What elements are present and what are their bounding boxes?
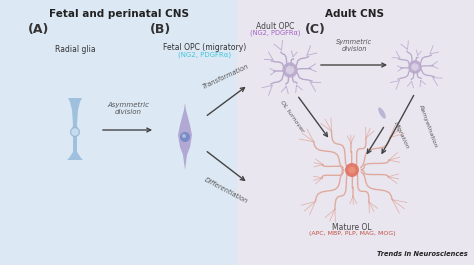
- Circle shape: [71, 128, 79, 136]
- PathPatch shape: [67, 98, 83, 160]
- Text: Mature OL: Mature OL: [332, 223, 372, 232]
- Text: Fetal OPC (migratory): Fetal OPC (migratory): [164, 43, 246, 52]
- Text: Adult OPC: Adult OPC: [256, 22, 294, 31]
- Text: Fetal and perinatal CNS: Fetal and perinatal CNS: [49, 9, 189, 19]
- Text: Trends in Neurosciences: Trends in Neurosciences: [377, 251, 468, 257]
- Text: (C): (C): [305, 23, 326, 36]
- Text: Migration: Migration: [393, 121, 410, 149]
- Text: OL turnover: OL turnover: [279, 100, 305, 134]
- Bar: [0, 0, 237, 265]
- Text: Differentiation: Differentiation: [203, 177, 249, 205]
- Ellipse shape: [70, 127, 80, 137]
- Circle shape: [283, 62, 298, 78]
- PathPatch shape: [178, 103, 192, 170]
- Text: Adult CNS: Adult CNS: [326, 9, 384, 19]
- Circle shape: [345, 163, 359, 177]
- Circle shape: [286, 66, 294, 74]
- Circle shape: [180, 132, 190, 142]
- Circle shape: [408, 60, 422, 74]
- Text: Radial glia: Radial glia: [55, 45, 95, 54]
- Text: Transformation: Transformation: [202, 63, 250, 90]
- Text: (NG2, PDGFRα): (NG2, PDGFRα): [178, 52, 232, 59]
- Text: (NG2, PDGFRα): (NG2, PDGFRα): [250, 30, 300, 37]
- Text: Asymmetric
division: Asymmetric division: [107, 102, 149, 115]
- Text: (APC, MBP, PLP, MAG, MOG): (APC, MBP, PLP, MAG, MOG): [309, 231, 395, 236]
- Text: Remyelination: Remyelination: [418, 105, 438, 149]
- Text: (A): (A): [28, 23, 49, 36]
- Ellipse shape: [378, 107, 386, 119]
- Text: (B): (B): [150, 23, 171, 36]
- Circle shape: [411, 63, 419, 71]
- Text: Symmetric
division: Symmetric division: [336, 39, 372, 52]
- Bar: [237, 0, 474, 265]
- Circle shape: [182, 134, 186, 138]
- Circle shape: [348, 166, 356, 174]
